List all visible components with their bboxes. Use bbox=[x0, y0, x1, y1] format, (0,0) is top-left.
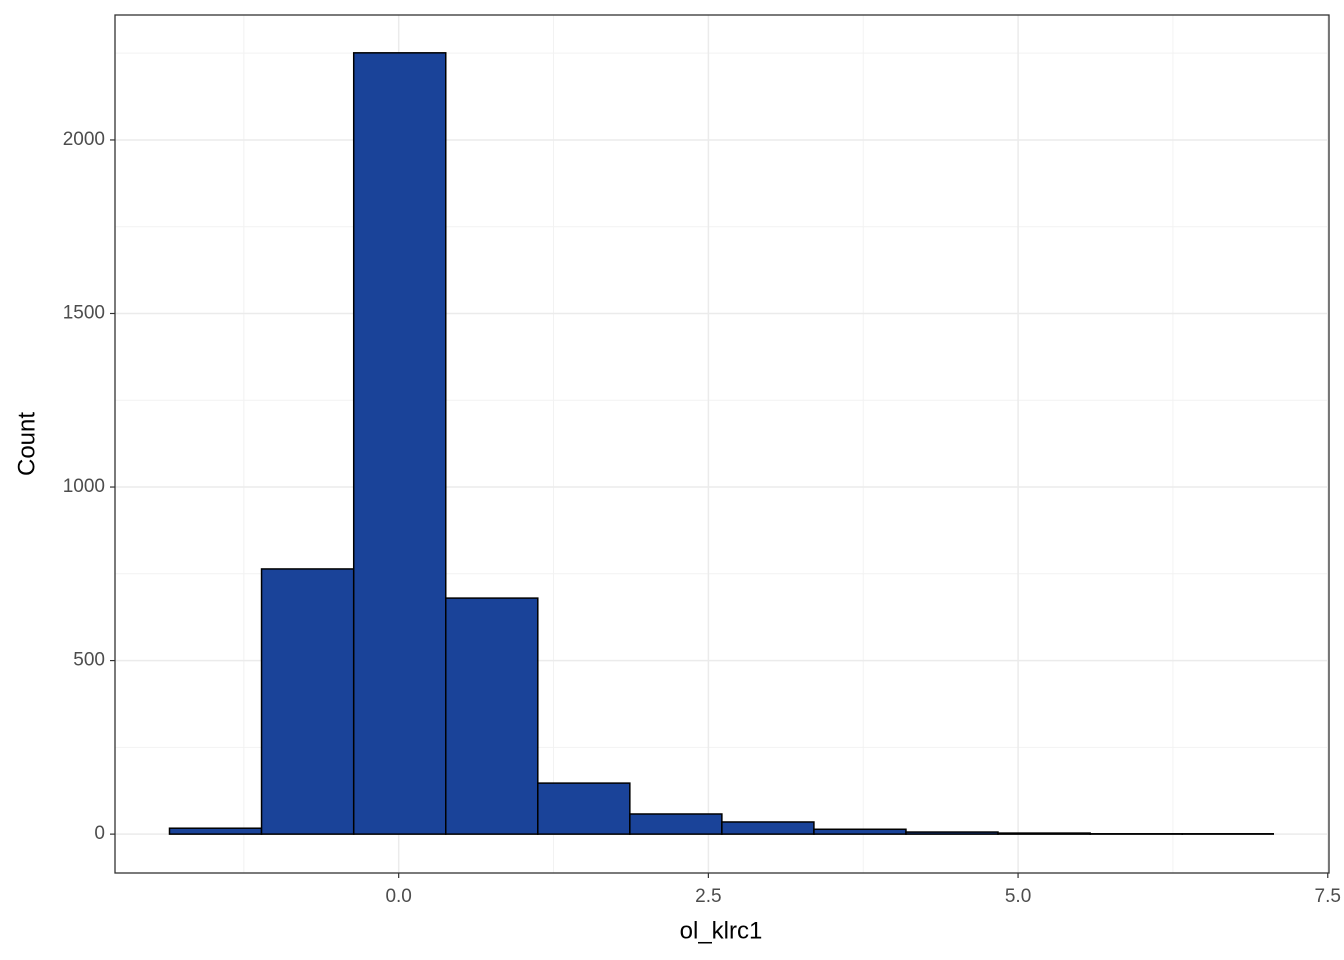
y-axis-label: Count bbox=[13, 412, 40, 476]
bar bbox=[629, 813, 723, 835]
panel-border bbox=[114, 14, 1330, 874]
x-tick-label: 5.0 bbox=[1005, 886, 1031, 907]
bar bbox=[721, 821, 815, 835]
bar bbox=[260, 568, 355, 835]
bar bbox=[537, 782, 631, 835]
bar bbox=[813, 828, 907, 835]
bar bbox=[905, 831, 999, 835]
x-tick-label: 7.5 bbox=[1315, 886, 1341, 907]
bar bbox=[168, 827, 263, 835]
bar bbox=[997, 832, 1091, 835]
x-tick-label: 0.0 bbox=[385, 886, 411, 907]
x-axis-label: ol_klrc1 bbox=[680, 917, 763, 944]
y-tick-label: 2000 bbox=[63, 129, 105, 150]
x-tick-label: 2.5 bbox=[695, 886, 721, 907]
y-tick-label: 1500 bbox=[63, 303, 105, 324]
bar bbox=[352, 52, 447, 835]
y-tick-label: 1000 bbox=[63, 476, 105, 497]
y-tick-label: 500 bbox=[73, 650, 105, 671]
y-tick-label: 0 bbox=[94, 823, 105, 844]
bar bbox=[445, 597, 539, 835]
